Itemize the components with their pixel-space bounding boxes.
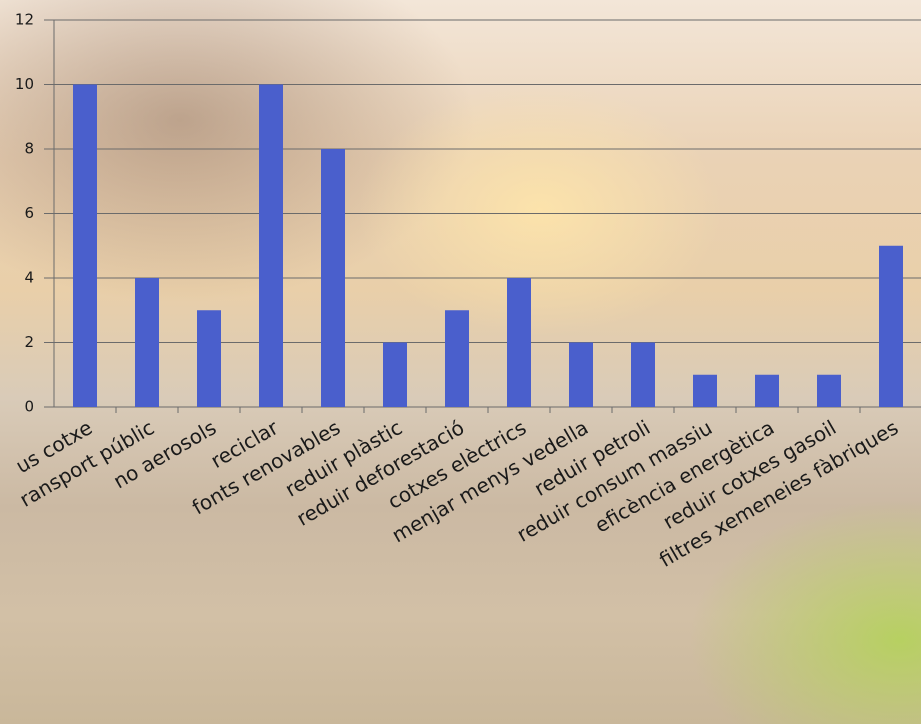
y-tick-label: 0 <box>24 398 34 416</box>
bar <box>755 374 779 407</box>
bar <box>259 84 283 407</box>
bar <box>135 278 159 407</box>
bar <box>383 342 407 407</box>
y-tick-label: 10 <box>15 75 34 93</box>
y-tick-label: 8 <box>24 140 34 158</box>
bar <box>507 278 531 407</box>
y-tick-label: 2 <box>24 333 34 351</box>
bar <box>73 84 97 407</box>
y-tick-label: 6 <box>24 204 34 222</box>
bar <box>631 342 655 407</box>
y-tick-label: 12 <box>15 11 34 29</box>
bar <box>879 245 903 407</box>
bar <box>197 310 221 407</box>
bar <box>817 374 841 407</box>
bar <box>693 374 717 407</box>
y-tick-label: 4 <box>24 269 34 287</box>
bar <box>445 310 469 407</box>
bar <box>569 342 593 407</box>
bar <box>321 149 345 407</box>
